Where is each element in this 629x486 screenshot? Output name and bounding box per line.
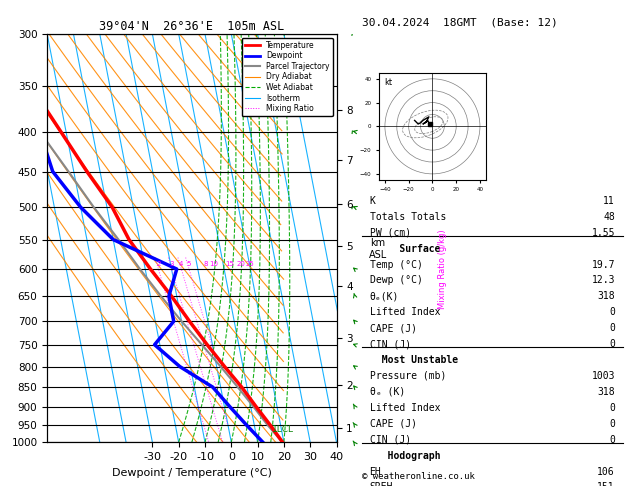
Text: 0: 0 bbox=[609, 339, 615, 349]
Text: CIN (J): CIN (J) bbox=[369, 434, 411, 445]
Text: Most Unstable: Most Unstable bbox=[369, 355, 458, 365]
Text: 10: 10 bbox=[209, 261, 219, 267]
Text: EH: EH bbox=[369, 467, 381, 476]
Text: 4: 4 bbox=[179, 261, 184, 267]
Text: SREH: SREH bbox=[369, 483, 393, 486]
Text: CIN (J): CIN (J) bbox=[369, 339, 411, 349]
Text: kt: kt bbox=[384, 78, 392, 87]
Text: 0: 0 bbox=[609, 419, 615, 429]
Text: 0: 0 bbox=[609, 323, 615, 333]
Text: 5: 5 bbox=[187, 261, 191, 267]
Text: Hodograph: Hodograph bbox=[369, 451, 440, 461]
Text: 48: 48 bbox=[603, 212, 615, 222]
Text: 8: 8 bbox=[204, 261, 208, 267]
Text: 1003: 1003 bbox=[591, 371, 615, 381]
Y-axis label: km
ASL: km ASL bbox=[369, 238, 387, 260]
Text: 151: 151 bbox=[598, 483, 615, 486]
Text: 12.3: 12.3 bbox=[591, 276, 615, 285]
Text: 2: 2 bbox=[156, 261, 160, 267]
Text: Mixing Ratio (g/kg): Mixing Ratio (g/kg) bbox=[438, 229, 447, 309]
Text: 0: 0 bbox=[609, 434, 615, 445]
Text: CAPE (J): CAPE (J) bbox=[369, 419, 416, 429]
Text: CAPE (J): CAPE (J) bbox=[369, 323, 416, 333]
Text: 106: 106 bbox=[598, 467, 615, 476]
Text: Lifted Index: Lifted Index bbox=[369, 307, 440, 317]
Text: Temp (°C): Temp (°C) bbox=[369, 260, 423, 270]
Text: 19.7: 19.7 bbox=[591, 260, 615, 270]
Text: PW (cm): PW (cm) bbox=[369, 228, 411, 238]
Text: θₑ (K): θₑ (K) bbox=[369, 387, 404, 397]
Text: 15: 15 bbox=[225, 261, 234, 267]
Text: 25: 25 bbox=[246, 261, 255, 267]
Text: 0: 0 bbox=[609, 403, 615, 413]
X-axis label: Dewpoint / Temperature (°C): Dewpoint / Temperature (°C) bbox=[112, 468, 272, 478]
Text: 0: 0 bbox=[609, 307, 615, 317]
Text: 20: 20 bbox=[237, 261, 245, 267]
Text: 11: 11 bbox=[603, 196, 615, 206]
Text: Totals Totals: Totals Totals bbox=[369, 212, 446, 222]
Title: 39°04'N  26°36'E  105m ASL: 39°04'N 26°36'E 105m ASL bbox=[99, 20, 284, 33]
Text: 3: 3 bbox=[169, 261, 174, 267]
Legend: Temperature, Dewpoint, Parcel Trajectory, Dry Adiabat, Wet Adiabat, Isotherm, Mi: Temperature, Dewpoint, Parcel Trajectory… bbox=[242, 38, 333, 116]
Text: θₑ(K): θₑ(K) bbox=[369, 292, 399, 301]
Text: 30.04.2024  18GMT  (Base: 12): 30.04.2024 18GMT (Base: 12) bbox=[362, 17, 557, 27]
Text: 318: 318 bbox=[598, 387, 615, 397]
Text: Pressure (mb): Pressure (mb) bbox=[369, 371, 446, 381]
Text: © weatheronline.co.uk: © weatheronline.co.uk bbox=[362, 472, 474, 481]
Text: Dewp (°C): Dewp (°C) bbox=[369, 276, 423, 285]
Text: 1LCL: 1LCL bbox=[272, 425, 294, 434]
Text: Surface: Surface bbox=[369, 243, 440, 254]
Text: 1.55: 1.55 bbox=[591, 228, 615, 238]
Text: 318: 318 bbox=[598, 292, 615, 301]
Text: K: K bbox=[369, 196, 376, 206]
Text: Lifted Index: Lifted Index bbox=[369, 403, 440, 413]
